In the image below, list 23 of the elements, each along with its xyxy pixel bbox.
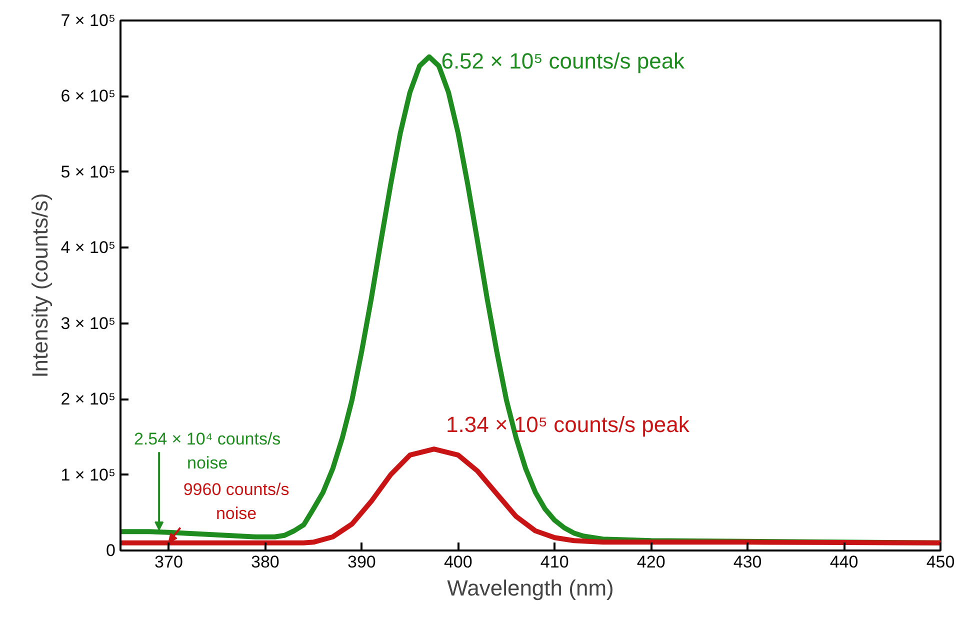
y-tick-label: 4 × 10⁵ (60, 238, 116, 258)
x-tick-label: 450 (926, 552, 955, 572)
annotation: 1.34 × 10⁵ counts/s peak (446, 412, 690, 438)
x-tick-label: 430 (733, 552, 762, 572)
x-tick-label: 370 (154, 552, 183, 572)
annotation: 6.52 × 10⁵ counts/s peak (441, 48, 686, 74)
x-tick-label: 390 (347, 552, 376, 572)
y-tick-label: 5 × 10⁵ (60, 162, 116, 182)
y-tick-label: 6 × 10⁵ (60, 86, 116, 106)
x-tick-label: 410 (540, 552, 569, 572)
y-tick-label: 0 (106, 541, 116, 560)
x-axis-title: Wavelength (nm) (447, 576, 614, 600)
y-tick-label: 3 × 10⁵ (60, 314, 116, 333)
y-tick-label: 2 × 10⁵ (60, 390, 116, 409)
y-axis-title: Intensity (counts/s) (28, 193, 53, 378)
x-tick-label: 400 (444, 552, 472, 572)
y-tick-label: 7 × 10⁵ (60, 11, 116, 30)
x-tick-label: 380 (251, 552, 280, 572)
x-tick-label: 420 (636, 552, 666, 572)
x-tick-label: 440 (830, 552, 858, 572)
annotation: 2.54 × 10⁴ counts/s noise (134, 429, 281, 472)
y-tick-label: 1 × 10⁵ (60, 465, 116, 484)
annotation: 9960 counts/s noise (183, 480, 290, 524)
